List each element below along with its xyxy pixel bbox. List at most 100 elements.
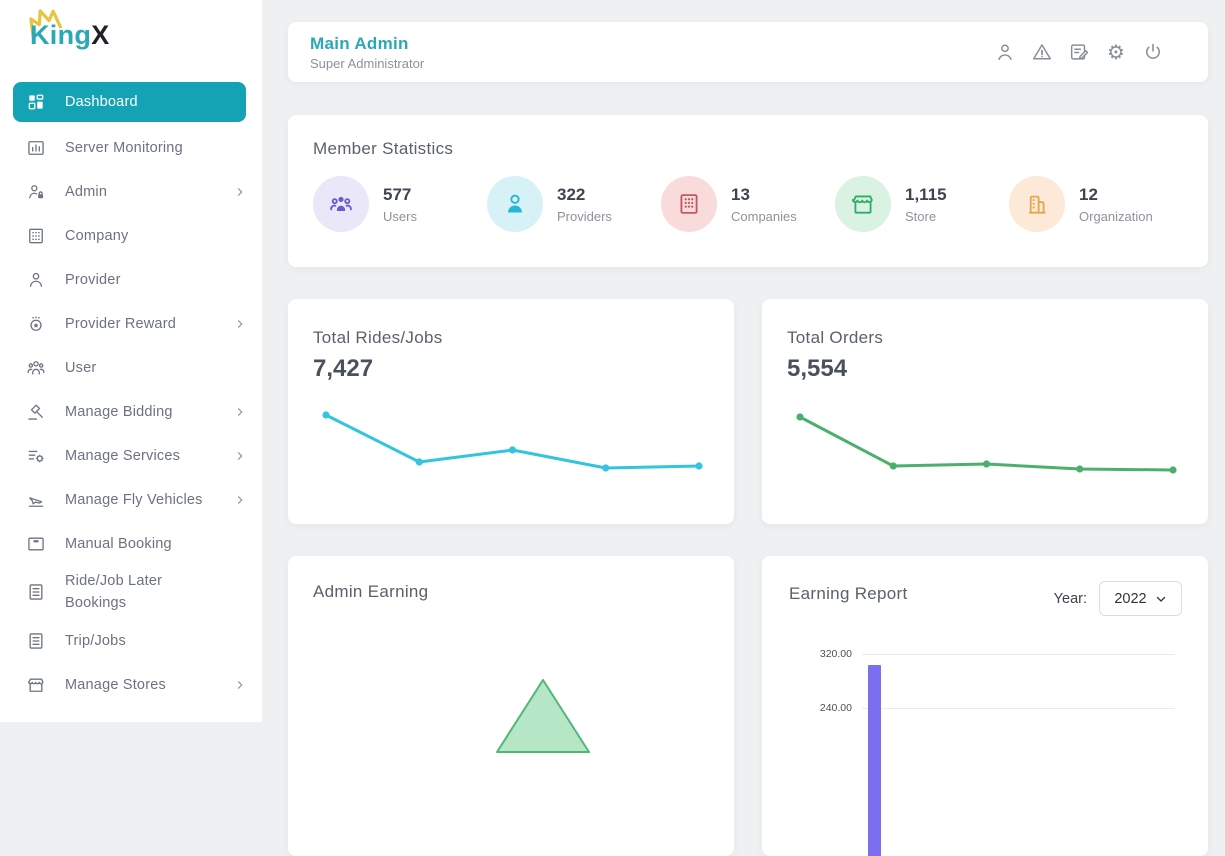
- services-icon: [26, 446, 46, 466]
- y-tick-label: 240.00: [819, 702, 852, 714]
- stats-row: 577 Users 322 Providers 13 Companies 1,115 Stor…: [313, 176, 1183, 232]
- server-monitoring-icon: [26, 138, 46, 158]
- brand-logo: KingX: [29, 9, 110, 66]
- bidding-icon: [26, 402, 46, 422]
- chevron-right-icon: [234, 186, 246, 198]
- sidebar-item-manual-booking[interactable]: Manual Booking: [0, 522, 262, 566]
- sidebar-item-label: Provider Reward: [65, 315, 176, 332]
- stat-value: 1,115: [905, 184, 947, 204]
- provider-reward-icon: [26, 314, 46, 334]
- stat-info: 1,115 Store: [905, 185, 947, 224]
- user-group-icon: [26, 358, 46, 378]
- settings-gear-icon[interactable]: ⚙: [1107, 40, 1125, 64]
- stat-label: Companies: [731, 208, 797, 224]
- sidebar-item-label: Manual Booking: [65, 535, 172, 552]
- sidebar-item-manage-bidding[interactable]: Manage Bidding: [0, 390, 262, 434]
- sidebar-item-label: Ride/Job Later Bookings: [65, 573, 163, 612]
- member-statistics-card: Member Statistics 577 Users 322 Providers 13…: [288, 115, 1208, 267]
- fly-vehicles-icon: [26, 490, 46, 510]
- gridline: [862, 654, 1175, 655]
- users-group-icon: [313, 176, 369, 232]
- sidebar-item-trip-jobs[interactable]: Trip/Jobs: [0, 619, 262, 663]
- sidebar-item-dashboard[interactable]: Dashboard: [13, 82, 246, 122]
- chevron-right-icon: [234, 318, 246, 330]
- chevron-right-icon: [234, 679, 246, 691]
- earning-bar: [868, 664, 881, 856]
- sidebar: KingX Dashboard Server Monitoring Admin Com…: [0, 0, 262, 722]
- stat-label: Organization: [1079, 208, 1153, 224]
- chevron-right-icon: [234, 494, 246, 506]
- stat-info: 12 Organization: [1079, 185, 1153, 224]
- form-edit-icon[interactable]: [1068, 41, 1090, 63]
- y-tick-label: 320.00: [819, 648, 852, 660]
- sidebar-item-provider-reward[interactable]: Provider Reward: [0, 302, 262, 346]
- doc-lines-icon: [26, 582, 46, 602]
- stat-organization: 12 Organization: [1009, 176, 1183, 232]
- sidebar-item-label: Admin: [65, 183, 108, 200]
- total-orders-title: Total Orders: [787, 328, 884, 347]
- total-rides-card: Total Rides/Jobs 7,427: [288, 299, 734, 524]
- stat-providers: 322 Providers: [487, 176, 661, 232]
- org-buildings-icon: [1009, 176, 1065, 232]
- total-orders-card: Total Orders 5,554: [762, 299, 1208, 524]
- sidebar-item-label: Server Monitoring: [65, 139, 183, 156]
- sidebar-item-admin[interactable]: Admin: [0, 170, 262, 214]
- storefront-icon: [835, 176, 891, 232]
- year-label: Year:: [1053, 590, 1087, 607]
- sidebar-item-company[interactable]: Company: [0, 214, 262, 258]
- admin-icon: [26, 182, 46, 202]
- gridline: [862, 708, 1175, 709]
- sidebar-item-label: Manage Fly Vehicles: [65, 491, 203, 508]
- stat-store: 1,115 Store: [835, 176, 1009, 232]
- stat-value: 13: [731, 184, 750, 204]
- stat-label: Providers: [557, 208, 612, 224]
- main-content: Main Admin Super Administrator ⚙ Member …: [262, 0, 1225, 856]
- year-select-value: 2022: [1114, 590, 1147, 607]
- brand-text-secondary: X: [91, 20, 110, 50]
- sidebar-item-server-monitoring[interactable]: Server Monitoring: [0, 126, 262, 170]
- profile-icon[interactable]: [994, 41, 1016, 63]
- provider-icon: [26, 270, 46, 290]
- power-icon[interactable]: [1142, 41, 1164, 63]
- sidebar-item-label: Trip/Jobs: [65, 632, 126, 649]
- stat-label: Users: [383, 208, 417, 224]
- sidebar-item-manage-fly-vehicles[interactable]: Manage Fly Vehicles: [0, 478, 262, 522]
- person-icon: [487, 176, 543, 232]
- sidebar-item-label: Manage Services: [65, 447, 181, 464]
- alert-icon[interactable]: [1031, 41, 1053, 63]
- total-rides-title: Total Rides/Jobs: [313, 328, 443, 347]
- stat-value: 322: [557, 184, 586, 204]
- stores-icon: [26, 675, 46, 695]
- building-grid-icon: [661, 176, 717, 232]
- sidebar-item-label: Dashboard: [65, 93, 138, 110]
- sidebar-item-ride-job-later-bookings[interactable]: Ride/Job Later Bookings: [0, 566, 262, 619]
- admin-earning-title: Admin Earning: [313, 582, 429, 601]
- header-icon-row: ⚙: [994, 41, 1164, 63]
- sidebar-item-label: Manage Stores: [65, 676, 166, 693]
- chevron-right-icon: [234, 406, 246, 418]
- total-rides-value: 7,427: [313, 355, 374, 382]
- sidebar-item-label: Provider: [65, 271, 121, 288]
- stat-companies: 13 Companies: [661, 176, 835, 232]
- year-select[interactable]: 2022: [1099, 581, 1182, 616]
- stat-users: 577 Users: [313, 176, 487, 232]
- sidebar-item-user[interactable]: User: [0, 346, 262, 390]
- user-role: Super Administrator: [310, 55, 425, 71]
- stat-info: 13 Companies: [731, 185, 797, 224]
- sidebar-item-label: User: [65, 359, 97, 376]
- sidebar-item-manage-stores[interactable]: Manage Stores: [0, 663, 262, 707]
- chevron-down-icon: [1156, 596, 1165, 602]
- earning-report-title: Earning Report: [789, 584, 908, 603]
- dashboard-icon: [26, 92, 46, 112]
- year-filter: Year: 2022: [1054, 581, 1182, 616]
- sidebar-item-provider[interactable]: Provider: [0, 258, 262, 302]
- doc-lines-icon: [26, 631, 46, 651]
- stat-info: 322 Providers: [557, 185, 612, 224]
- user-name: Main Admin: [310, 33, 409, 53]
- sidebar-item-manage-services[interactable]: Manage Services: [0, 434, 262, 478]
- sidebar-item-label: Manage Bidding: [65, 403, 173, 420]
- stat-label: Store: [905, 208, 937, 224]
- user-block: Main Admin Super Administrator: [310, 34, 424, 71]
- company-icon: [26, 226, 46, 246]
- sidebar-menu: Dashboard Server Monitoring Admin Company Pr…: [0, 82, 262, 707]
